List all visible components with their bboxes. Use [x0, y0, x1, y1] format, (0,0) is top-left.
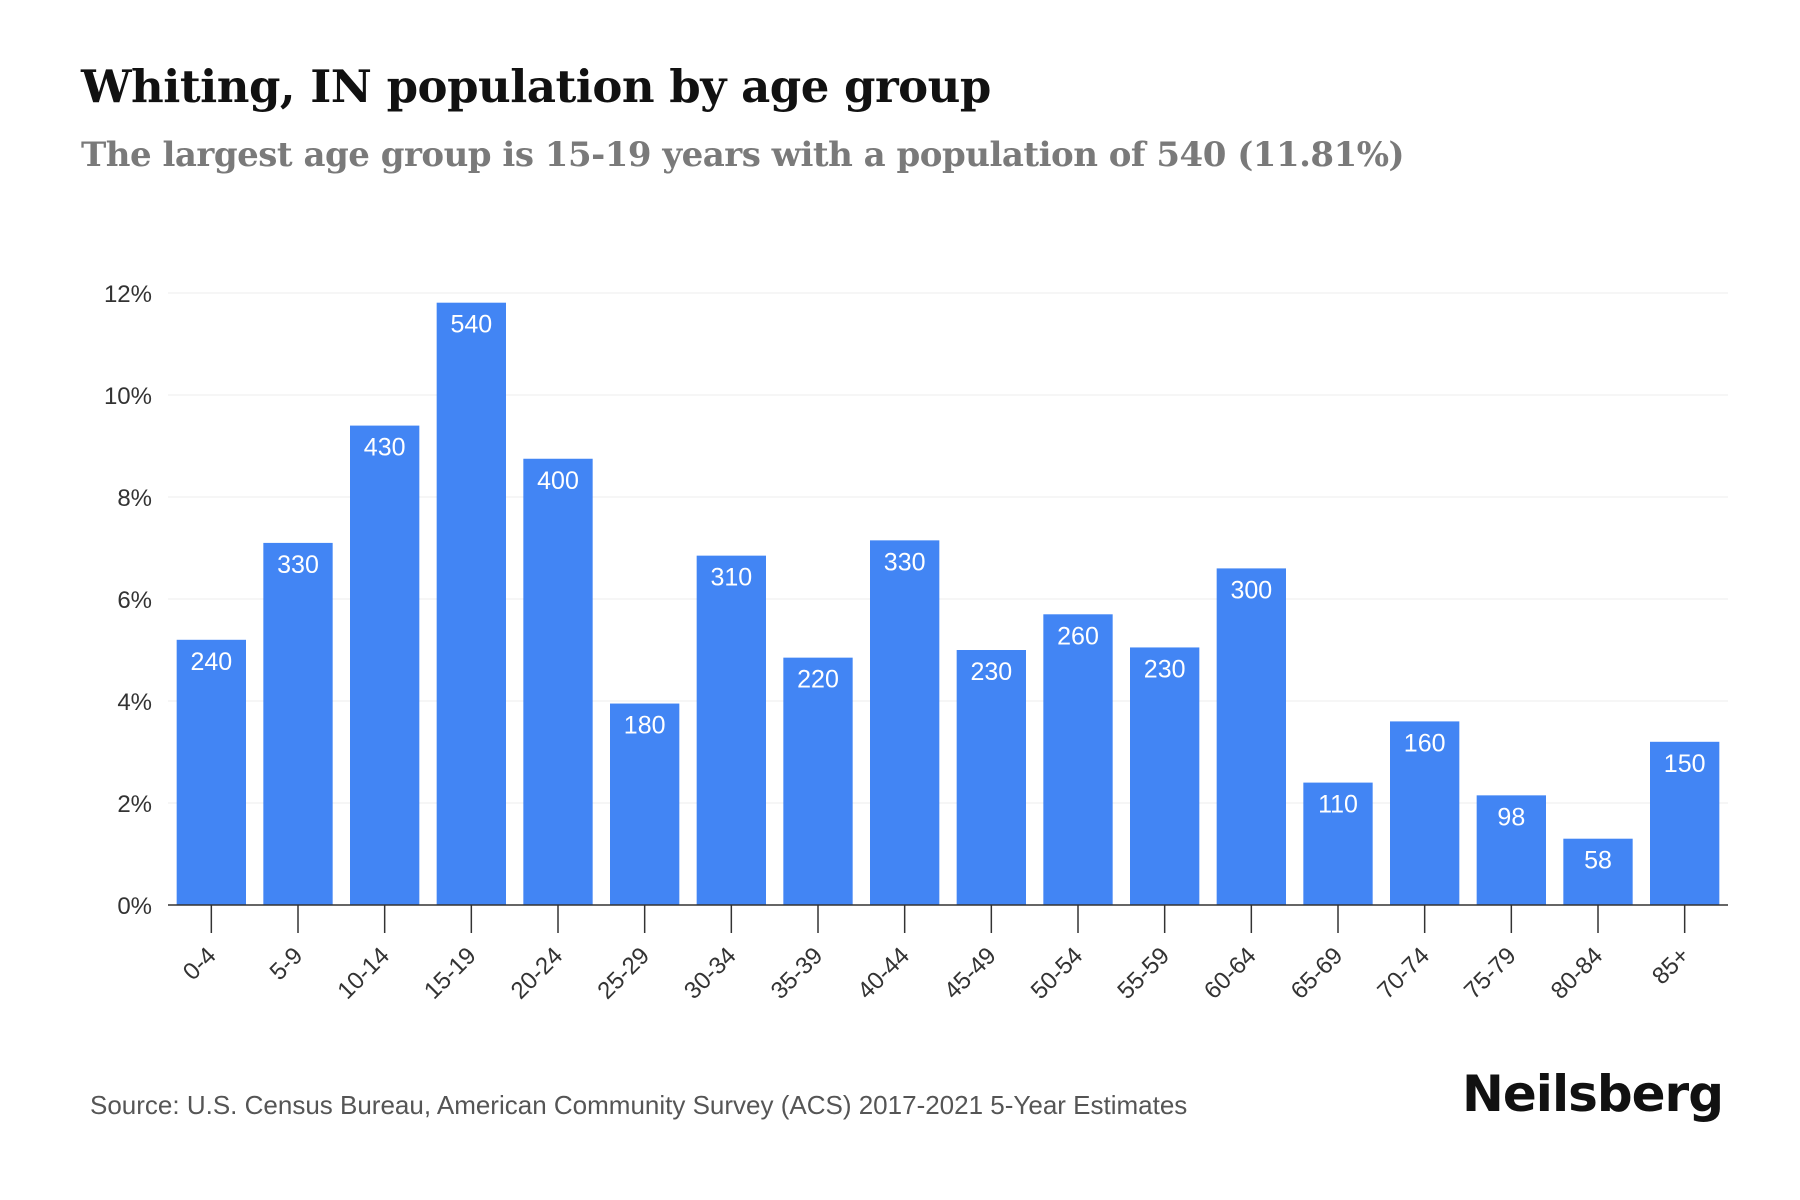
bar-value-label: 260	[1057, 622, 1099, 650]
source-note: Source: U.S. Census Bureau, American Com…	[90, 1090, 1188, 1120]
bar-value-label: 240	[190, 648, 232, 676]
y-tick-label: 4%	[117, 689, 152, 716]
x-tick-label: 45-49	[939, 942, 1002, 1005]
bar	[956, 650, 1026, 905]
x-tick-label: 40-44	[852, 942, 915, 1005]
bar	[1650, 741, 1720, 905]
bar-value-label: 98	[1497, 803, 1525, 831]
bar-value-label: 150	[1664, 750, 1706, 778]
x-tick-label: 60-64	[1199, 942, 1262, 1005]
x-tick-label: 85+	[1647, 942, 1695, 990]
bar-value-label: 180	[624, 712, 666, 740]
bar-value-label: 230	[970, 658, 1012, 686]
y-tick-label: 8%	[117, 485, 152, 512]
bars: 240 330 430 540 400 180 310 220 330 230 260 230 300 1…	[176, 302, 1720, 905]
bar	[263, 542, 333, 905]
bar-value-label: 300	[1230, 576, 1272, 604]
bar	[610, 703, 680, 905]
bar	[1130, 647, 1200, 905]
bar	[783, 657, 853, 905]
y-tick-label: 12%	[104, 281, 152, 308]
bar-value-label: 330	[277, 551, 319, 579]
x-tick-label: 70-74	[1372, 942, 1435, 1005]
bar-value-label: 330	[884, 548, 926, 576]
x-tick-label: 15-19	[419, 942, 482, 1005]
bar	[176, 639, 246, 905]
bar	[350, 425, 420, 905]
x-axis	[168, 904, 1728, 933]
x-tick-label: 80-84	[1546, 942, 1609, 1005]
bar	[523, 458, 593, 905]
y-tick-label: 2%	[117, 791, 152, 818]
bar-value-label: 400	[537, 467, 579, 495]
x-tick-label: 65-69	[1286, 942, 1349, 1005]
bar	[1563, 838, 1633, 905]
bar-value-label: 160	[1404, 729, 1446, 757]
y-tick-label: 10%	[104, 383, 152, 410]
x-tick-label: 20-24	[506, 942, 569, 1005]
x-axis-tick-labels: 0-4 5-9 10-14 15-19 20-24 25-29 30-34 35-39 40-4…	[178, 942, 1695, 1005]
bar-value-label: 110	[1318, 791, 1358, 819]
bar-value-label: 230	[1144, 655, 1186, 683]
y-axis-tick-labels: 0% 2% 4% 6% 8% 10% 12%	[104, 281, 152, 920]
bar	[436, 302, 506, 905]
bar	[696, 555, 766, 905]
y-tick-label: 0%	[117, 893, 152, 920]
bar	[1476, 795, 1546, 905]
bar-value-label: 310	[710, 564, 752, 592]
bar-value-label: 430	[364, 434, 406, 462]
bar	[870, 540, 940, 905]
x-tick-label: 35-39	[766, 942, 829, 1005]
x-tick-label: 25-29	[592, 942, 655, 1005]
x-tick-label: 75-79	[1459, 942, 1522, 1005]
bar	[1043, 614, 1113, 905]
bar-chart: 0% 2% 4% 6% 8% 10% 12% 240 330 430 540 400 180 310 22…	[104, 281, 1728, 1005]
bar	[1216, 568, 1286, 905]
x-tick-label: 10-14	[332, 942, 395, 1005]
chart-title: Whiting, IN population by age group	[81, 60, 991, 113]
chart-subtitle: The largest age group is 15-19 years wit…	[81, 135, 1405, 175]
x-tick-label: 0-4	[178, 942, 222, 986]
bar	[1390, 721, 1460, 905]
x-tick-label: 55-59	[1112, 942, 1175, 1005]
x-tick-label: 50-54	[1026, 942, 1089, 1005]
x-tick-label: 5-9	[265, 942, 309, 986]
bar-value-label: 58	[1584, 847, 1612, 875]
x-tick-label: 30-34	[679, 942, 742, 1005]
bar	[1303, 782, 1373, 905]
y-tick-label: 6%	[117, 587, 152, 614]
bar-value-label: 540	[450, 311, 492, 339]
gridlines	[168, 292, 1728, 804]
bar-value-label: 220	[797, 666, 839, 694]
neilsberg-logo: Neilsberg	[1462, 1065, 1724, 1123]
